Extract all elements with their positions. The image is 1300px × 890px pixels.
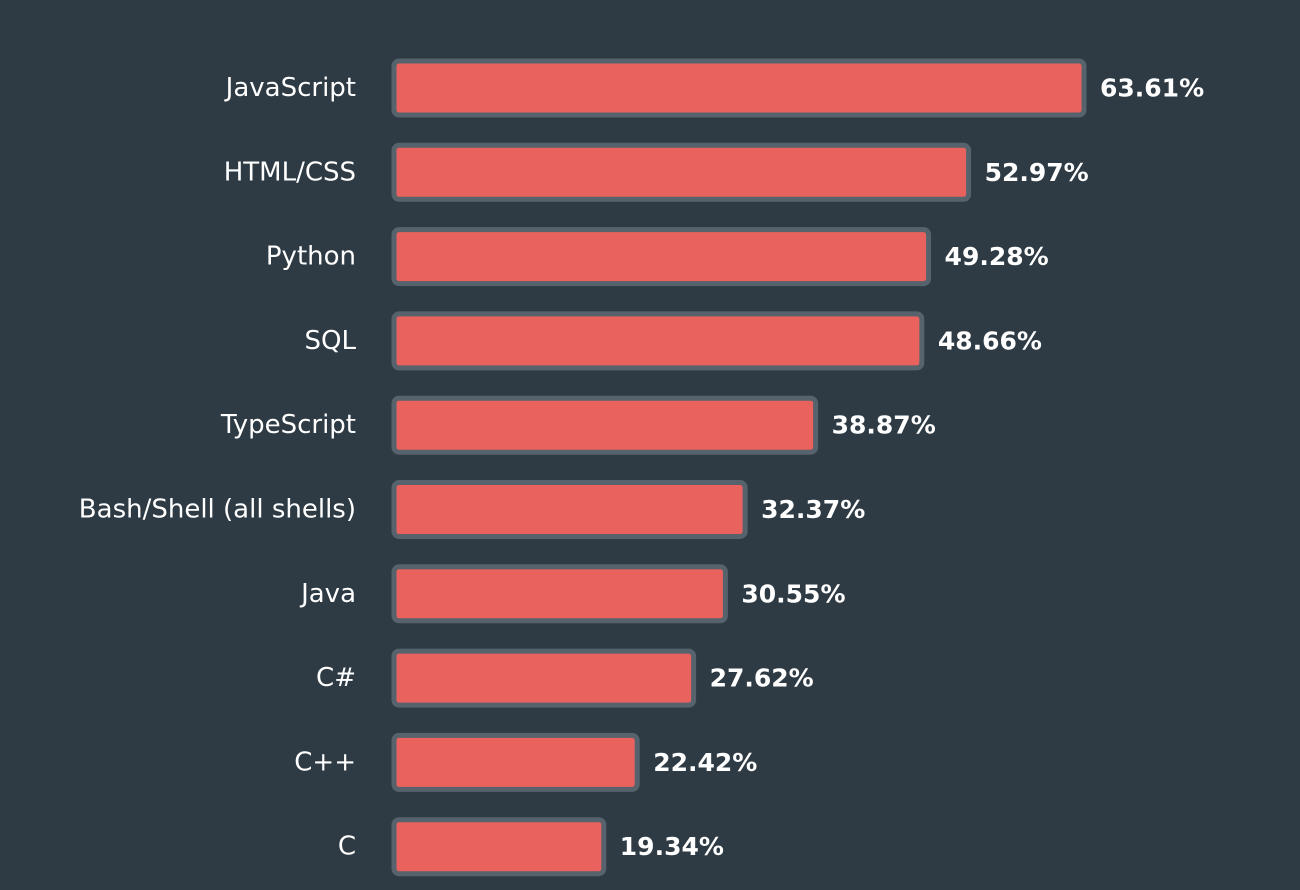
category-label: SQL [305,326,357,356]
bar [391,395,819,455]
category-label: Python [266,242,356,272]
value-label: 49.28% [945,242,1049,271]
category-label: Java [299,579,356,609]
category-label: Bash/Shell (all shells) [79,495,356,525]
bar [391,564,728,624]
bar-row: HTML/CSS 52.97% [224,142,1089,202]
category-label: C# [316,663,356,693]
bar-row: JavaScript 63.61% [224,58,1204,118]
category-label: C++ [294,747,356,777]
value-label: 27.62% [710,664,814,693]
bar [391,480,748,539]
value-label: 63.61% [1100,74,1204,103]
value-label: 52.97% [985,158,1089,187]
value-label: 48.66% [938,326,1042,355]
bar-row: Java 30.55% [299,564,846,624]
bar-row: TypeScript 38.87% [220,395,936,455]
value-label: 38.87% [832,411,936,440]
bar [391,227,932,287]
bar-row: C++ 22.42% [294,732,757,792]
bar [391,648,697,708]
bar [391,732,640,792]
category-label: TypeScript [220,410,356,440]
bar [391,142,972,202]
bar-row: Python 49.28% [266,227,1049,287]
value-label: 30.55% [741,579,845,608]
bar-row: C# 27.62% [316,648,814,708]
category-label: C [338,832,356,862]
category-label: JavaScript [224,73,356,103]
value-label: 32.37% [761,495,865,524]
bar [391,817,607,877]
bars-layer: JavaScript 63.61% HTML/CSS 52.97% Python 49.2… [79,58,1204,877]
bar-row: Bash/Shell (all shells) 32.37% [79,480,865,539]
category-label: HTML/CSS [224,157,356,187]
value-label: 22.42% [653,748,757,777]
bar-row: C 19.34% [338,817,724,877]
bar-row: SQL 48.66% [305,311,1042,371]
bar [391,58,1087,118]
bar [391,311,925,371]
value-label: 19.34% [620,832,724,861]
